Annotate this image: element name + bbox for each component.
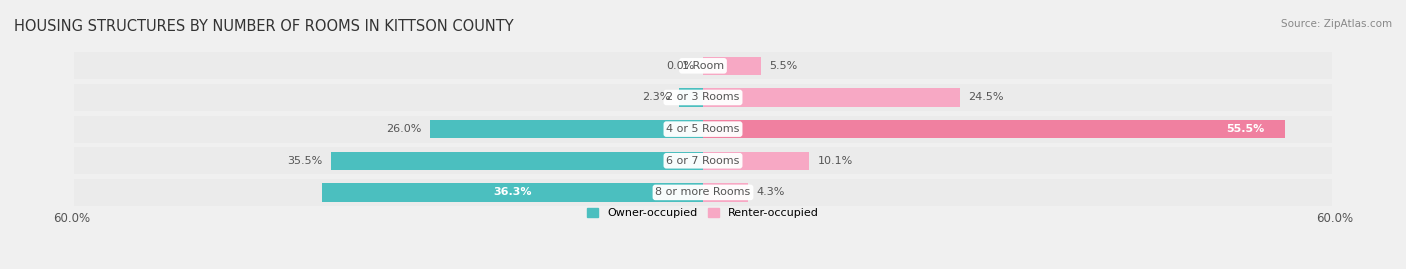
Bar: [430, 120, 703, 138]
Bar: [73, 115, 1333, 143]
Text: 60.0%: 60.0%: [52, 212, 90, 225]
Text: 2.3%: 2.3%: [643, 93, 671, 102]
Text: 8 or more Rooms: 8 or more Rooms: [655, 187, 751, 197]
Text: 4.3%: 4.3%: [756, 187, 785, 197]
Bar: [73, 52, 1333, 79]
Text: 4 or 5 Rooms: 4 or 5 Rooms: [666, 124, 740, 134]
Bar: [322, 183, 703, 201]
Text: Source: ZipAtlas.com: Source: ZipAtlas.com: [1281, 19, 1392, 29]
Text: 36.3%: 36.3%: [494, 187, 531, 197]
Bar: [703, 183, 748, 201]
Text: 24.5%: 24.5%: [969, 93, 1004, 102]
Bar: [73, 84, 1333, 111]
Bar: [703, 152, 808, 170]
Bar: [703, 120, 1285, 138]
Legend: Owner-occupied, Renter-occupied: Owner-occupied, Renter-occupied: [582, 204, 824, 223]
Text: 55.5%: 55.5%: [1226, 124, 1264, 134]
Text: 10.1%: 10.1%: [817, 156, 852, 166]
Bar: [703, 57, 761, 75]
Text: 2 or 3 Rooms: 2 or 3 Rooms: [666, 93, 740, 102]
Text: 60.0%: 60.0%: [1316, 212, 1354, 225]
Text: HOUSING STRUCTURES BY NUMBER OF ROOMS IN KITTSON COUNTY: HOUSING STRUCTURES BY NUMBER OF ROOMS IN…: [14, 19, 513, 34]
Text: 35.5%: 35.5%: [287, 156, 322, 166]
Bar: [703, 88, 960, 107]
Text: 6 or 7 Rooms: 6 or 7 Rooms: [666, 156, 740, 166]
Bar: [73, 147, 1333, 174]
Bar: [330, 152, 703, 170]
Bar: [73, 179, 1333, 206]
Bar: [679, 88, 703, 107]
Text: 1 Room: 1 Room: [682, 61, 724, 71]
Text: 0.0%: 0.0%: [666, 61, 695, 71]
Text: 26.0%: 26.0%: [387, 124, 422, 134]
Text: 5.5%: 5.5%: [769, 61, 797, 71]
